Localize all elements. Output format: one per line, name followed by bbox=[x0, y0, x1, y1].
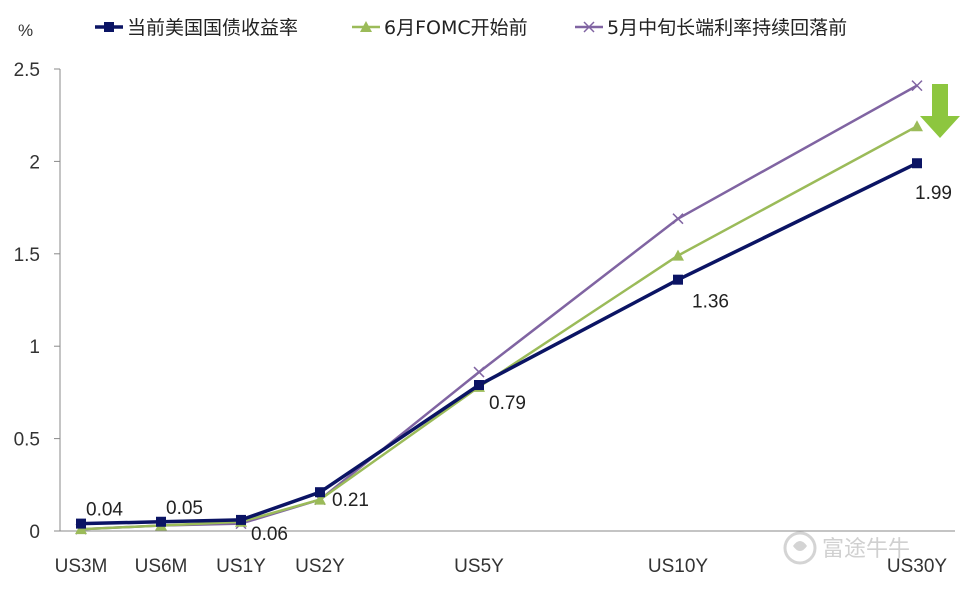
point-marker bbox=[474, 380, 484, 391]
y-unit-label: % bbox=[18, 21, 33, 40]
point-marker bbox=[156, 516, 166, 527]
watermark-text: 富途牛牛 bbox=[822, 537, 910, 562]
point-marker bbox=[236, 514, 246, 525]
series-3 bbox=[75, 80, 923, 535]
legend-item-2: 6月FOMC开始前 bbox=[352, 17, 528, 39]
y-tick-label: 2.5 bbox=[14, 60, 40, 81]
x-tick-label: US2Y bbox=[295, 556, 345, 577]
data-labels: 0.04 0.05 0.06 0.21 0.79 1.36 1.99 bbox=[86, 183, 952, 545]
series-line bbox=[80, 161, 918, 526]
data-label: 0.04 bbox=[86, 500, 123, 521]
data-label: 0.06 bbox=[251, 524, 288, 545]
legend-marker bbox=[360, 21, 372, 32]
data-label: 1.99 bbox=[915, 183, 952, 204]
down-arrow-annotation bbox=[920, 84, 960, 138]
y-tick-label: 0.5 bbox=[14, 430, 40, 451]
point-marker bbox=[673, 274, 683, 285]
y-tick-label: 0 bbox=[29, 522, 40, 543]
data-label: 0.05 bbox=[166, 498, 203, 519]
x-tick-label: US30Y bbox=[887, 556, 948, 577]
point-marker bbox=[672, 249, 684, 261]
data-label: 0.79 bbox=[489, 393, 526, 414]
legend-marker bbox=[583, 21, 595, 33]
point-marker bbox=[911, 120, 923, 132]
point-marker bbox=[75, 523, 87, 535]
y-axis: 0 0.5 1 1.5 2 2.5 bbox=[14, 60, 61, 543]
legend-marker bbox=[104, 22, 114, 32]
series-layer bbox=[75, 80, 923, 535]
y-tick-label: 1.5 bbox=[14, 245, 40, 266]
point-marker bbox=[672, 213, 684, 225]
legend-label: 6月FOMC开始前 bbox=[384, 17, 528, 39]
point-marker bbox=[76, 518, 86, 529]
point-marker bbox=[912, 158, 922, 169]
point-marker bbox=[911, 80, 923, 92]
legend-label: 5月中旬长端利率持续回落前 bbox=[607, 17, 847, 39]
y-tick-label: 1 bbox=[29, 337, 40, 358]
x-tick-label: US10Y bbox=[648, 556, 709, 577]
x-tick-label: US1Y bbox=[216, 556, 266, 577]
series-line bbox=[80, 84, 918, 531]
point-marker bbox=[314, 493, 326, 505]
point-marker bbox=[473, 366, 485, 378]
down-arrow-icon bbox=[920, 84, 960, 138]
data-label: 1.36 bbox=[692, 292, 729, 313]
legend-item-1: 当前美国国债收益率 bbox=[95, 17, 298, 39]
series-2 bbox=[75, 120, 923, 535]
data-label: 0.21 bbox=[332, 490, 369, 511]
watermark: 富途牛牛 bbox=[783, 531, 910, 565]
x-axis: US3M US6M US1Y US2Y US5Y US10Y US30Y bbox=[55, 530, 955, 577]
legend-label: 当前美国国债收益率 bbox=[127, 17, 298, 39]
legend-item-3: 5月中旬长端利率持续回落前 bbox=[575, 17, 847, 39]
legend: 当前美国国债收益率 6月FOMC开始前 5月中旬长端利率持续回落前 bbox=[95, 17, 847, 39]
series-1 bbox=[76, 158, 922, 529]
x-tick-label: US5Y bbox=[454, 556, 504, 577]
y-tick-label: 2 bbox=[29, 152, 40, 173]
series-line bbox=[80, 125, 918, 531]
point-marker bbox=[315, 487, 325, 498]
futu-logo-icon bbox=[783, 531, 817, 565]
x-tick-label: US6M bbox=[135, 556, 188, 577]
x-tick-label: US3M bbox=[55, 556, 108, 577]
